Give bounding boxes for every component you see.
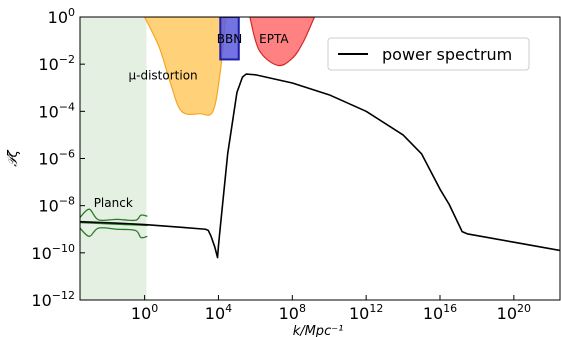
y-tick-label: 10−6	[38, 148, 75, 169]
region-label-planck: Planck	[94, 196, 133, 210]
region-bbn	[219, 17, 240, 61]
legend-label: power spectrum	[382, 45, 512, 64]
x-tick-label: 1016	[423, 302, 457, 323]
x-tick-label: 104	[205, 302, 232, 323]
region-label-mu-distortion: μ-distortion	[129, 68, 198, 82]
y-tick-label: 10−12	[31, 289, 75, 310]
planck-curve-upper	[80, 208, 148, 222]
region-mu-distortion	[143, 17, 227, 116]
y-tick-label: 10−8	[38, 195, 75, 216]
legend-box	[327, 37, 530, 71]
y-tick-label: 10−10	[31, 242, 75, 263]
x-tick-label: 100	[131, 302, 158, 323]
region-label-bbn: BBN	[217, 32, 242, 46]
y-axis-title: 𝒫ζ	[6, 149, 21, 166]
x-tick-label: 1012	[349, 302, 383, 323]
series-lines	[80, 73, 560, 259]
y-tick-label: 100	[48, 6, 75, 27]
planck-curve-lower	[80, 227, 148, 239]
region-labels: Planck μ-distortion BBN EPTA	[94, 32, 290, 210]
region-label-epta: EPTA	[259, 32, 289, 46]
constraint-regions	[80, 17, 316, 300]
y-tick-label: 10−2	[38, 53, 75, 74]
x-axis-title: k/Mpc⁻¹	[293, 324, 344, 337]
x-tick-label: 1020	[497, 302, 531, 323]
axes: 100 104 108 1012 1016 1020 100 10−2 10−4 10−6 10−8…	[6, 6, 561, 337]
region-planck	[80, 17, 147, 300]
planck-curve-middle	[80, 222, 148, 227]
planck-curves	[80, 208, 148, 239]
y-tick-label: 10−4	[38, 100, 75, 121]
x-tick-label: 108	[279, 302, 306, 323]
legend: power spectrum	[327, 37, 530, 71]
region-epta	[249, 17, 316, 67]
series-line-power-spectrum	[80, 73, 560, 259]
